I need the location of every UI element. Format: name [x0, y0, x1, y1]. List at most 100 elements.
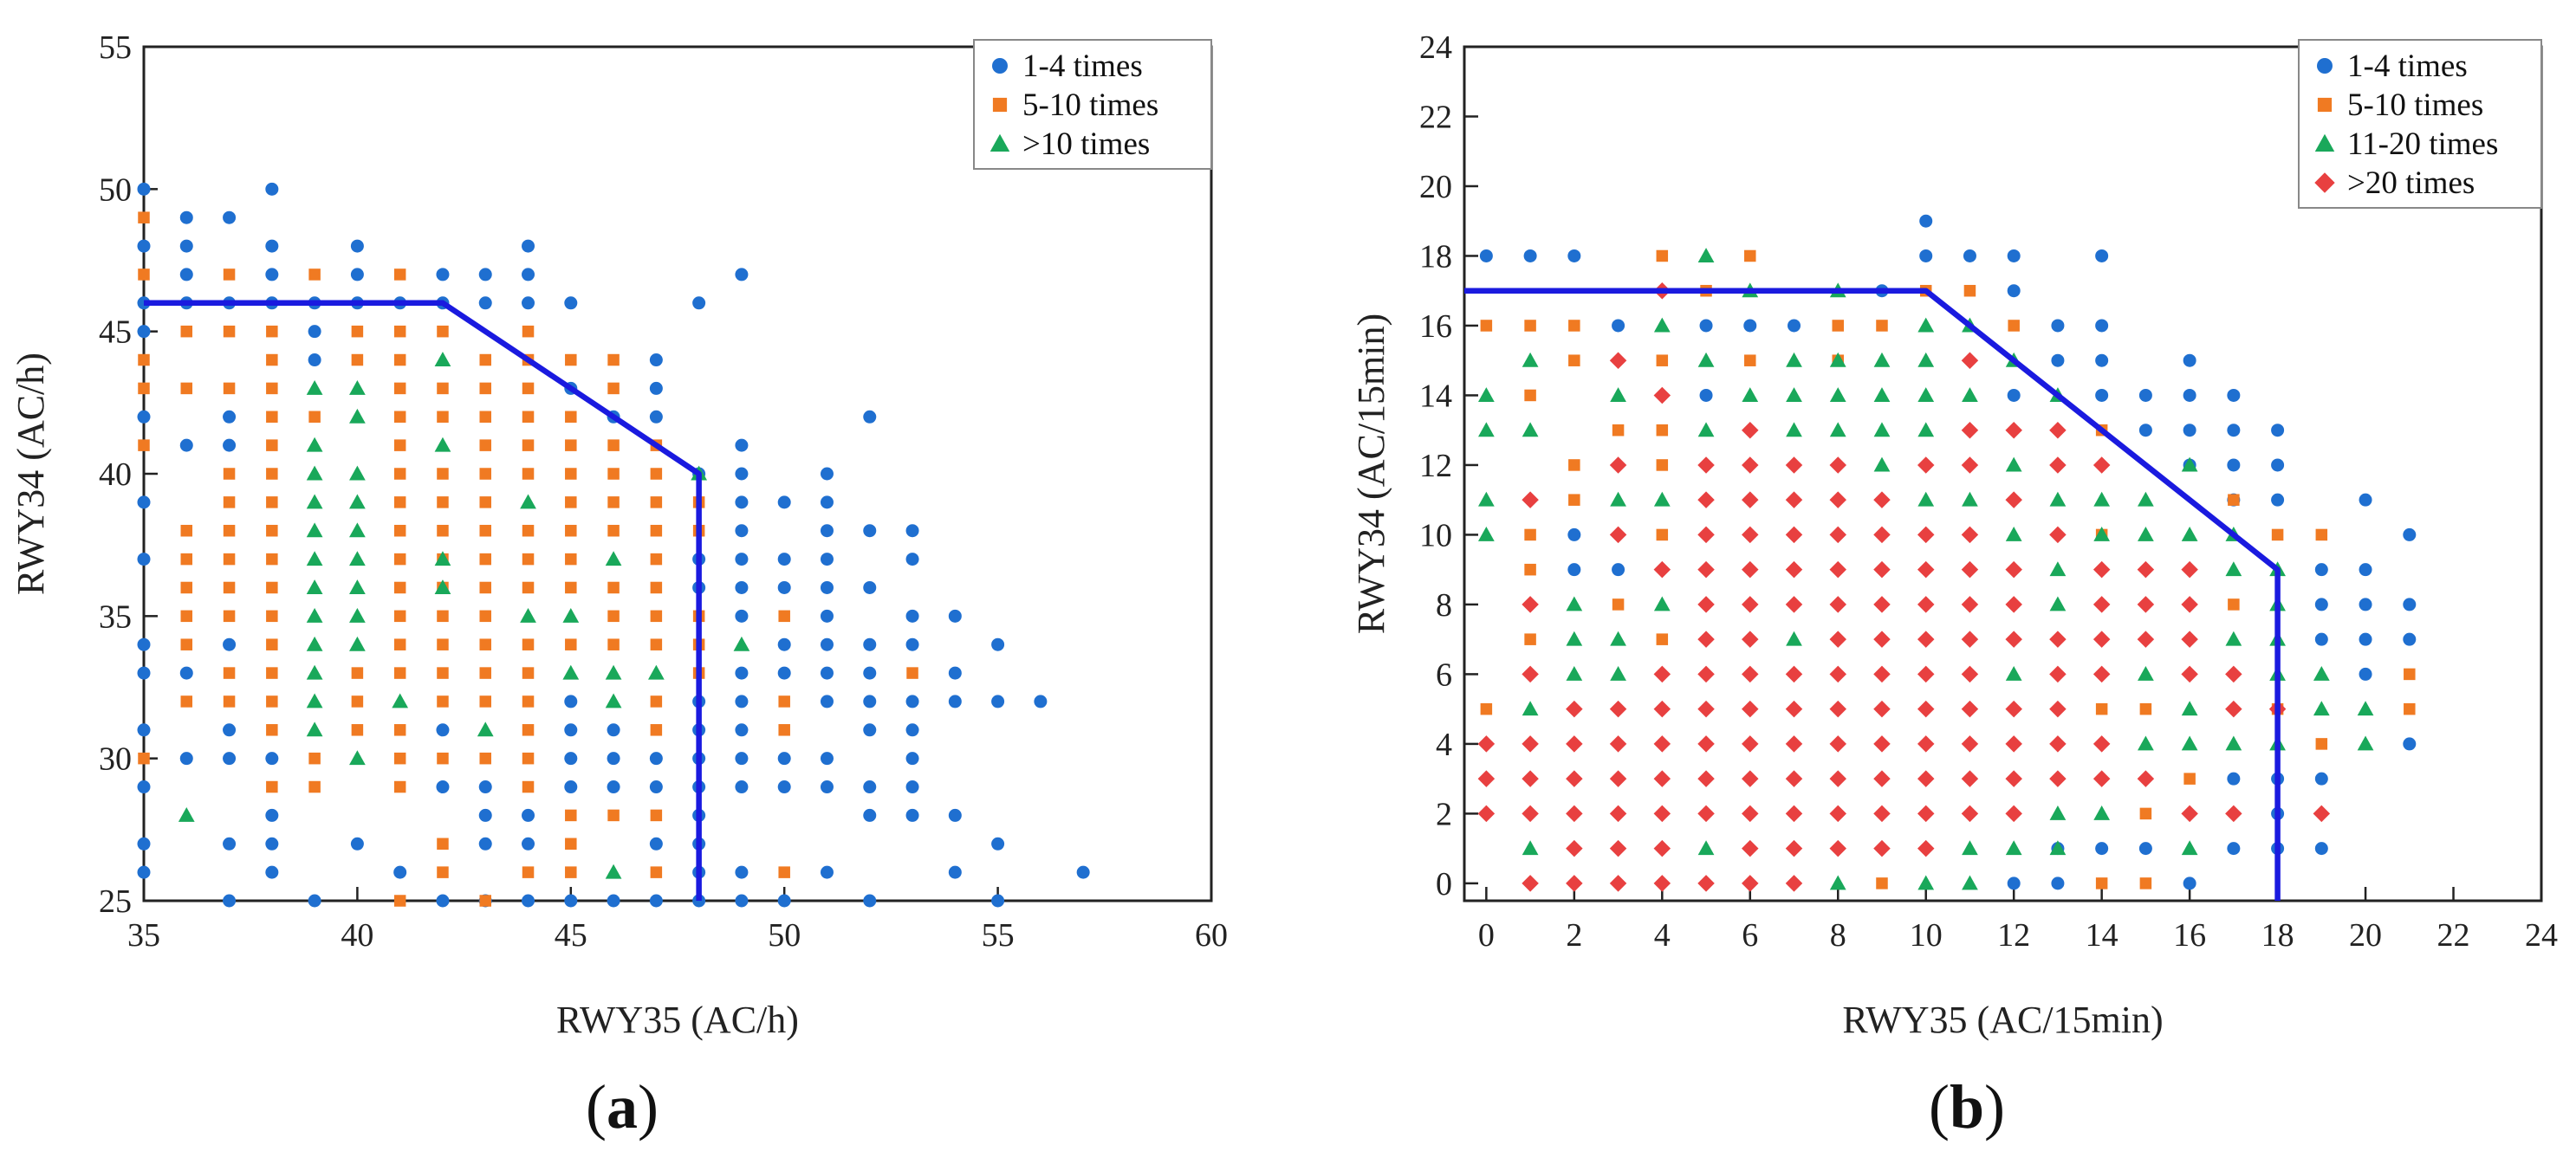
- data-point: [1786, 631, 1802, 646]
- data-point: [1609, 770, 1627, 787]
- x-tick-label: 45: [555, 917, 587, 954]
- data-point: [820, 580, 834, 594]
- data-point: [1697, 805, 1715, 823]
- data-point: [1522, 805, 1539, 823]
- data-point: [223, 524, 236, 537]
- data-point: [350, 837, 364, 851]
- data-point: [306, 437, 323, 452]
- data-point: [948, 808, 962, 822]
- data-point: [351, 695, 364, 708]
- data-point: [735, 524, 749, 538]
- data-point: [223, 723, 237, 737]
- data-point: [308, 411, 321, 424]
- y-tick-label: 2: [1436, 796, 1452, 832]
- data-point: [2403, 737, 2417, 751]
- data-point: [522, 837, 535, 851]
- data-point: [1653, 700, 1671, 718]
- data-point: [905, 723, 919, 737]
- data-point: [1653, 735, 1671, 753]
- data-point: [2183, 773, 2196, 785]
- data-point: [1656, 459, 1669, 471]
- series-11-20-times: [1477, 248, 2374, 890]
- data-point: [393, 638, 406, 650]
- data-point: [1697, 491, 1715, 508]
- data-point: [2049, 805, 2067, 820]
- data-point: [478, 296, 492, 310]
- data-point: [479, 439, 491, 451]
- data-point: [1742, 526, 1759, 544]
- data-point: [650, 524, 663, 537]
- data-point: [1876, 877, 1888, 890]
- data-point: [863, 723, 877, 737]
- data-point: [223, 581, 236, 594]
- data-point: [2005, 735, 2022, 753]
- data-point: [1609, 875, 1627, 892]
- data-point: [2181, 596, 2198, 613]
- data-point: [137, 865, 151, 879]
- data-point: [777, 580, 791, 594]
- data-point: [2313, 666, 2330, 681]
- data-point: [393, 895, 406, 907]
- data-point: [179, 210, 193, 224]
- data-point: [607, 752, 620, 766]
- data-point: [820, 752, 834, 766]
- legend-marker: [990, 133, 1010, 152]
- y-tick-label: 8: [1436, 587, 1452, 624]
- data-point: [306, 465, 323, 481]
- y-tick-label: 25: [99, 883, 132, 920]
- data-point: [393, 353, 406, 366]
- data-point: [1917, 456, 1935, 474]
- data-point: [2225, 665, 2242, 683]
- data-point: [2227, 772, 2241, 786]
- data-point: [393, 865, 407, 879]
- data-point: [564, 723, 578, 737]
- panel-label: (a): [586, 1072, 659, 1142]
- data-point: [223, 752, 237, 766]
- data-point: [437, 752, 449, 765]
- data-point: [1917, 631, 1935, 648]
- data-point: [863, 410, 877, 424]
- data-point: [1873, 665, 1891, 683]
- data-point: [2051, 353, 2065, 367]
- data-point: [522, 439, 535, 451]
- data-point: [1522, 352, 1539, 367]
- data-point: [565, 581, 577, 594]
- data-point: [1961, 456, 1979, 474]
- data-point: [777, 894, 791, 908]
- data-point: [564, 296, 578, 310]
- data-point: [692, 296, 706, 310]
- data-point: [265, 808, 279, 822]
- data-point: [308, 325, 321, 339]
- data-point: [1786, 352, 1802, 367]
- data-point: [2357, 735, 2374, 751]
- data-point: [1917, 805, 1935, 823]
- data-point: [820, 467, 834, 481]
- data-point: [2181, 456, 2198, 472]
- panel-label-close: ): [638, 1072, 659, 1142]
- data-point: [564, 695, 578, 708]
- data-point: [308, 353, 321, 367]
- y-tick-label: 45: [99, 314, 132, 351]
- data-point: [1697, 840, 1715, 856]
- data-point: [479, 752, 491, 765]
- data-point: [1785, 491, 1803, 508]
- data-point: [863, 666, 877, 680]
- data-point: [2314, 842, 2328, 856]
- data-point: [2181, 527, 2198, 541]
- y-axis-label: RWY34 (AC/h): [10, 353, 52, 595]
- data-point: [1076, 865, 1090, 879]
- data-point: [1479, 249, 1493, 262]
- data-point: [2049, 665, 2067, 683]
- data-point: [778, 695, 790, 708]
- data-point: [138, 268, 150, 281]
- data-point: [2225, 631, 2242, 646]
- data-point: [393, 382, 406, 395]
- data-point: [1742, 560, 1759, 579]
- data-point: [735, 467, 749, 481]
- data-point: [2225, 700, 2242, 718]
- data-point: [1742, 421, 1759, 439]
- data-point: [2183, 388, 2196, 402]
- data-point: [1873, 735, 1891, 753]
- data-point: [777, 752, 791, 766]
